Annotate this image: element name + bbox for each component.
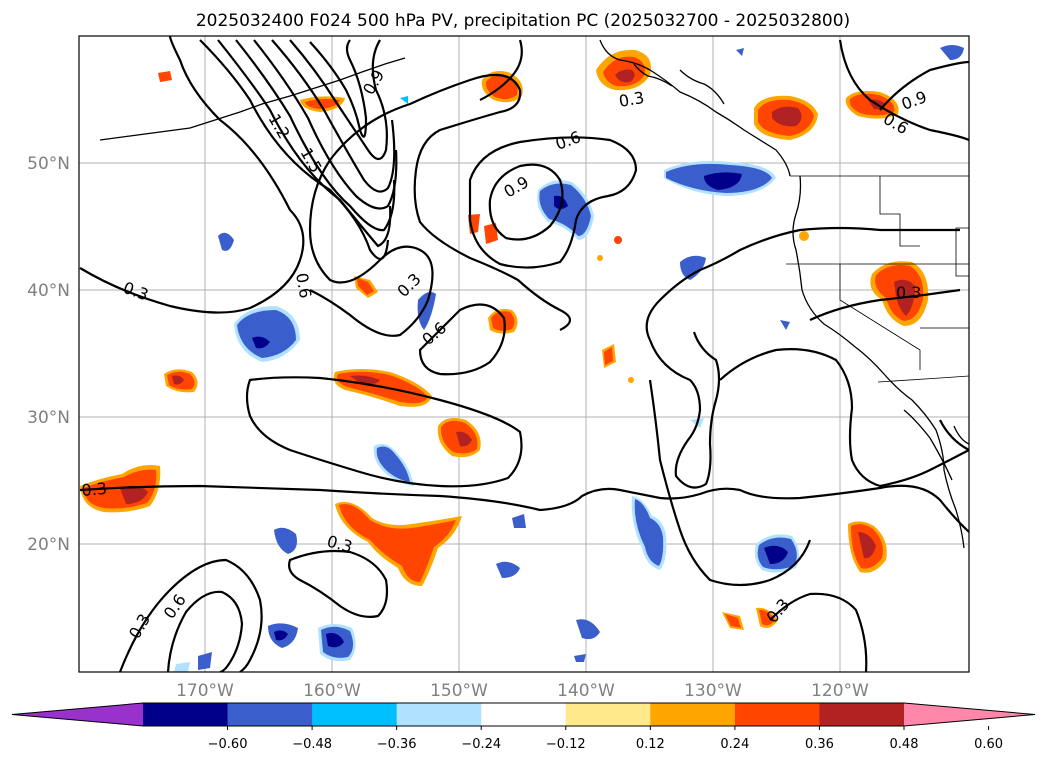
colorbar-tick-label: 0.24 [720,737,749,752]
colorbar-segment [565,703,651,726]
figure-title: 2025032400 F024 500 hPa PV, precipitatio… [196,11,850,31]
lat-label-50n: 50°N [27,154,70,174]
colorbar-segment [481,703,567,726]
colorbar-segment [396,703,482,726]
svg-text:0.3: 0.3 [81,479,108,500]
colorbar-segment [312,703,398,726]
colorbar-extend-high [904,703,1035,726]
colorbar: −0.60 −0.48 −0.36 −0.24 −0.12 0.12 0.24 0.36 0.4… [11,702,1036,752]
gridlines [79,36,969,672]
lon-label-120w: 120°W [811,681,869,701]
colorbar-tick-label: −0.48 [292,737,332,752]
colorbar-outline [11,702,1036,727]
borders [786,175,969,383]
precip-negative-blobs [174,45,964,672]
lon-axis-labels: 170°W 160°W 150°W 140°W 130°W 120°W [176,681,869,701]
colorbar-segment [734,703,820,726]
svg-text:0.3: 0.3 [896,283,921,302]
colorbar-segment [819,703,905,726]
colorbar-tick-label: 0.12 [636,737,665,752]
coastlines [99,39,969,549]
pv-contours [79,36,969,672]
colorbar-tick-label: −0.36 [377,737,417,752]
lon-label-130w: 130°W [684,681,742,701]
colorbar-segment [227,703,313,726]
colorbar-tick-label: 0.60 [974,737,1003,752]
colorbar-extend-low [12,703,143,726]
lon-label-140w: 140°W [557,681,615,701]
colorbar-tick-label: −0.12 [546,737,586,752]
lat-label-30n: 30°N [27,408,70,428]
map-frame [78,35,970,673]
colorbar-tick-label: −0.24 [461,737,501,752]
lat-label-20n: 20°N [27,535,70,555]
colorbar-segment [650,703,736,726]
map-content: 0.9 1.2 1.5 0.6 0.3 0.3 0.6 0.9 0.6 0.3 … [79,36,969,672]
colorbar-segment [143,703,229,726]
lon-label-150w: 150°W [430,681,488,701]
lon-label-170w: 170°W [176,681,234,701]
lon-label-160w: 160°W [303,681,361,701]
colorbar-tick-label: −0.60 [208,737,248,752]
lat-label-40n: 40°N [27,281,70,301]
map-background [79,36,969,672]
colorbar-tick-label: 0.36 [805,737,834,752]
svg-text:0.6: 0.6 [292,271,315,299]
colorbar-tick-label: 0.48 [890,737,919,752]
svg-text:0.3: 0.3 [617,88,645,111]
lat-axis-labels: 50°N 40°N 30°N 20°N [27,154,70,555]
